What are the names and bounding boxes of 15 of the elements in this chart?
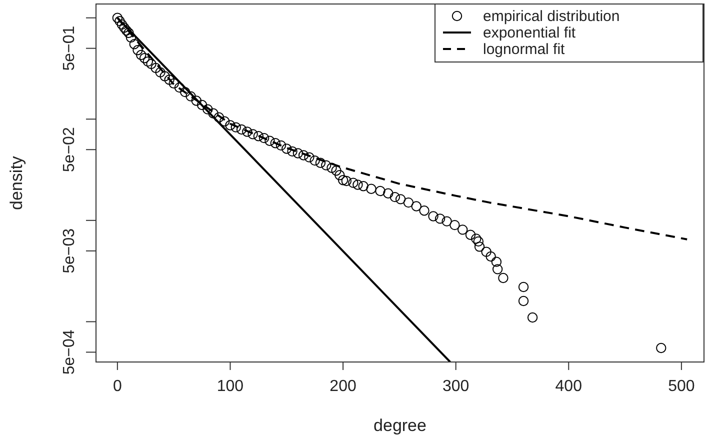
x-axis-title: degree bbox=[374, 416, 426, 435]
x-tick-label: 100 bbox=[216, 378, 244, 395]
x-tick-label: 500 bbox=[668, 378, 695, 395]
y-axis-title: density bbox=[7, 156, 26, 210]
x-tick-label: 200 bbox=[330, 378, 356, 395]
y-tick-label: 5e−04 bbox=[61, 330, 78, 375]
y-tick-label: 5e−03 bbox=[61, 228, 78, 274]
legend-label: lognormal fit bbox=[483, 41, 566, 58]
legend-label: empirical distribution bbox=[483, 8, 620, 25]
x-tick-label: 300 bbox=[442, 378, 470, 395]
y-tick-label: 5e−02 bbox=[61, 127, 78, 172]
legend-label: exponential fit bbox=[483, 24, 576, 42]
y-tick-label: 5e−01 bbox=[61, 26, 78, 71]
x-tick-label: 0 bbox=[112, 378, 122, 395]
x-tick-label: 400 bbox=[555, 378, 582, 395]
